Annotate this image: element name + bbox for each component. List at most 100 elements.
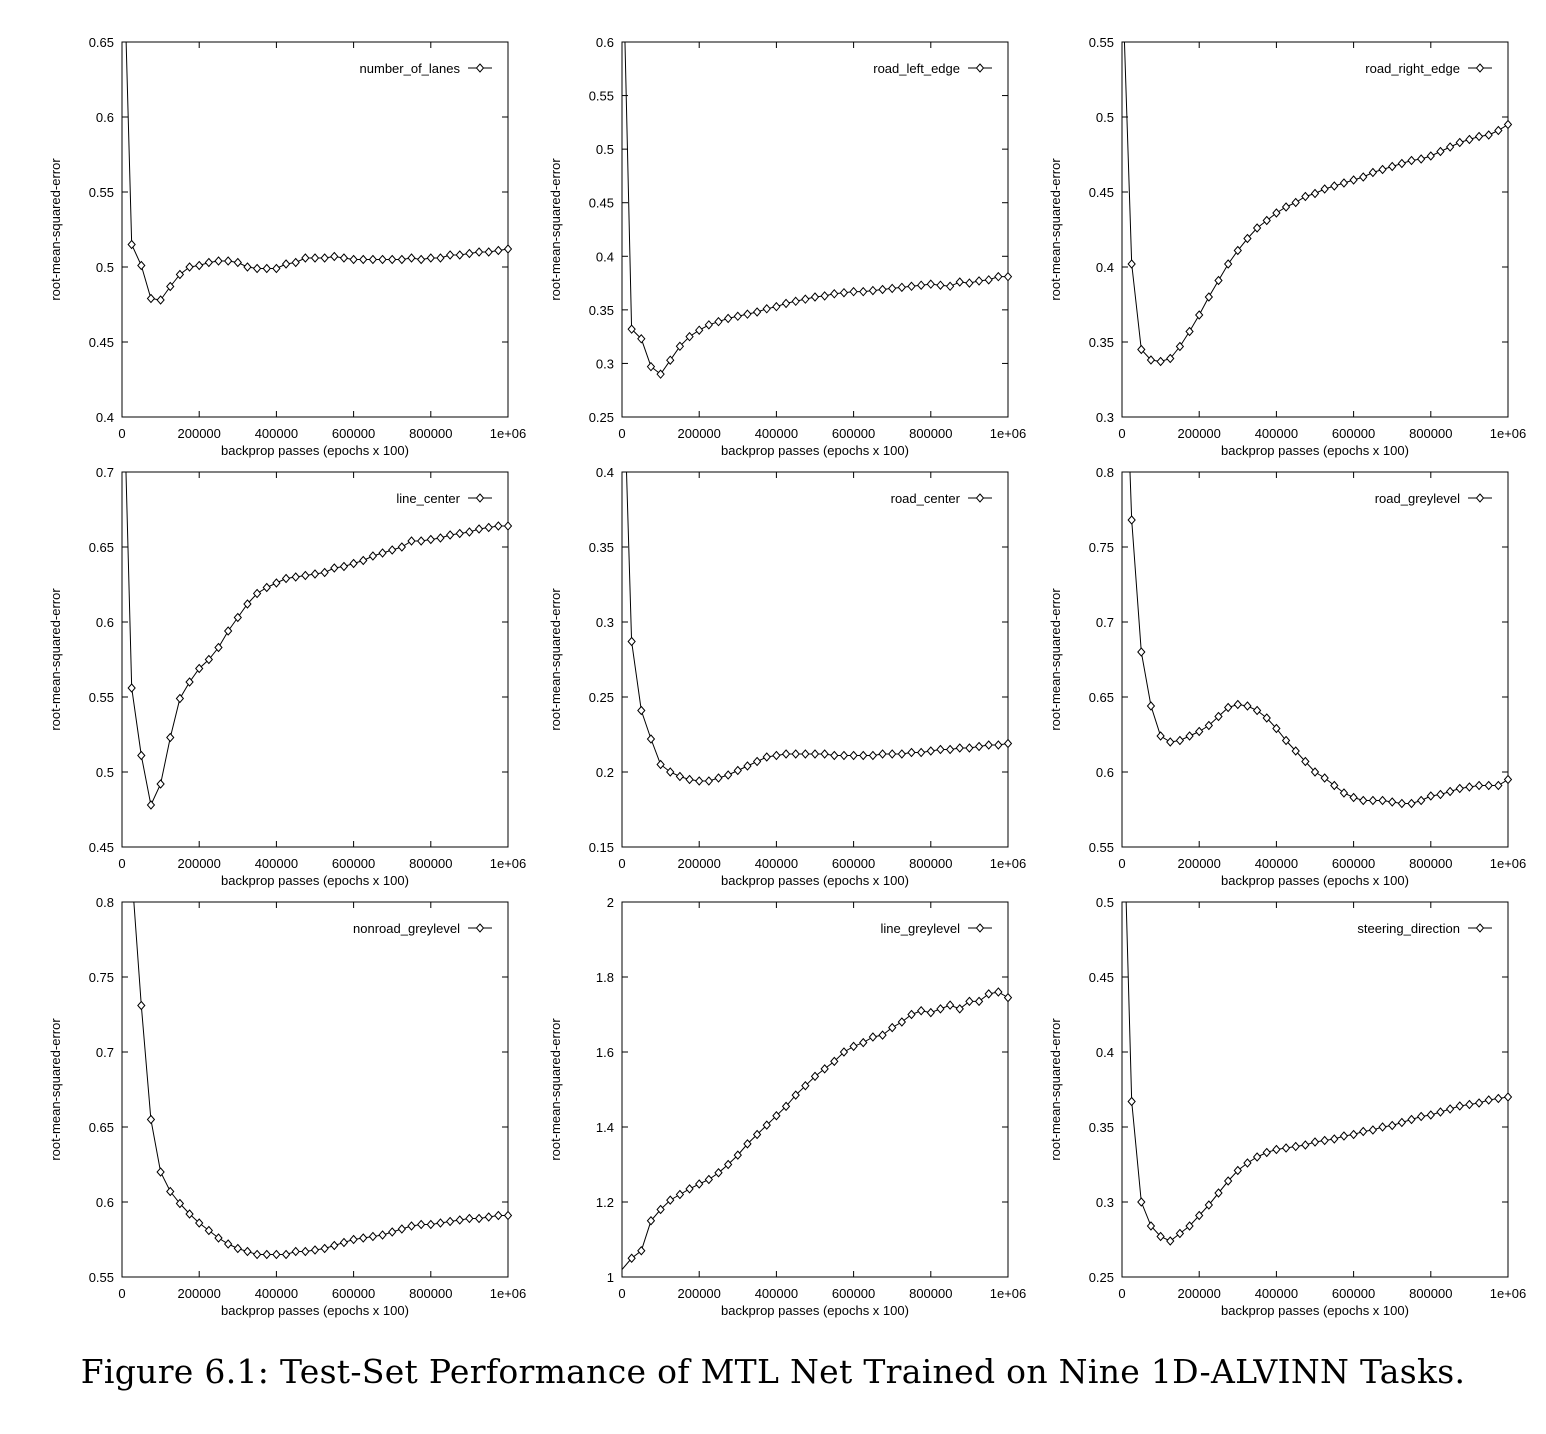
y-tick-label: 1.8 [596, 970, 614, 985]
data-point [1494, 780, 1503, 791]
figure-caption: Figure 6.1: Test-Set Performance of MTL … [80, 1352, 1466, 1391]
data-point [733, 1150, 742, 1160]
data-point [1320, 773, 1329, 783]
data-point [436, 1218, 445, 1228]
data-point [1310, 767, 1320, 777]
plot-frame [121, 41, 509, 418]
y-tick-label: 0.3 [1096, 410, 1114, 425]
y-tick-label: 0.45 [89, 335, 114, 350]
data-point [984, 275, 993, 285]
data-point [1436, 146, 1445, 157]
y-tick-label: 0.7 [1096, 615, 1114, 630]
plot-frame [621, 41, 1009, 418]
data-point [1445, 1104, 1455, 1114]
data-point [436, 253, 445, 263]
legend-marker [1475, 63, 1485, 73]
data-point [810, 749, 820, 759]
data-point [936, 744, 945, 755]
y-axis-label: root-mean-squared-error [548, 158, 563, 301]
data-point [627, 1253, 636, 1264]
data-point [743, 761, 752, 771]
data-point [1426, 151, 1435, 161]
data-point [1407, 1114, 1416, 1125]
data-point [1445, 142, 1455, 152]
y-tick-label: 0.55 [1089, 840, 1114, 855]
data-point [888, 1022, 897, 1033]
data-point [416, 536, 426, 546]
data-point [1137, 647, 1146, 657]
data-point [281, 259, 291, 269]
data-point [388, 545, 397, 555]
y-tick-label: 1.2 [596, 1195, 614, 1210]
data-point [1185, 326, 1194, 337]
data-point [849, 286, 858, 297]
data-point [416, 254, 426, 265]
series-line [1129, 472, 1508, 804]
data-point [627, 324, 636, 334]
data-point [955, 277, 964, 287]
data-point [214, 1233, 223, 1243]
data-point [1397, 158, 1407, 169]
data-point [859, 750, 868, 761]
data-point [416, 1219, 426, 1230]
y-axis-label: root-mean-squared-error [1048, 158, 1063, 301]
data-point [849, 750, 858, 761]
data-point [359, 1233, 368, 1243]
series-line [624, 42, 1008, 375]
y-tick-label: 0.35 [1089, 1120, 1114, 1135]
chart-panel-2: 0 200000 400000 600000 800000 1e+06 0.25 0.3 0.3… [548, 35, 1026, 458]
data-point [926, 279, 935, 289]
y-tick-label: 0.45 [589, 196, 614, 211]
data-point [252, 263, 262, 274]
data-point [830, 750, 839, 761]
data-point [301, 253, 310, 263]
data-point [1281, 202, 1291, 212]
data-point [830, 1056, 839, 1067]
y-tick-label: 0.35 [589, 303, 614, 318]
data-point [1465, 782, 1474, 792]
data-point [772, 750, 781, 761]
data-point [204, 1225, 214, 1236]
data-point [407, 1221, 416, 1231]
data-point [1416, 1111, 1426, 1122]
data-point [1146, 1221, 1156, 1231]
data-point [965, 278, 974, 288]
data-point [637, 705, 646, 716]
chart-panel-8: 0 200000 400000 600000 800000 1e+06 1 1.2 1.4 1.6… [548, 895, 1026, 1318]
data-point [897, 1017, 907, 1027]
data-point [156, 779, 165, 789]
data-point [656, 1204, 665, 1215]
x-tick-label: 0 [118, 856, 125, 871]
plot-frame [121, 471, 509, 848]
data-point [801, 749, 810, 759]
data-point [955, 1004, 964, 1014]
data-point [1262, 713, 1271, 723]
data-point [994, 740, 1003, 750]
y-tick-label: 0.35 [589, 540, 614, 555]
data-point [484, 247, 493, 257]
data-point [1003, 738, 1013, 749]
x-tick-label: 200000 [178, 856, 221, 871]
data-point [1272, 208, 1281, 218]
data-point [878, 1030, 887, 1040]
data-point [646, 361, 656, 372]
data-point [772, 1110, 781, 1121]
x-tick-label: 0 [618, 426, 625, 441]
y-axis-label: root-mean-squared-error [1048, 1018, 1063, 1161]
y-tick-label: 0.25 [589, 690, 614, 705]
data-point [310, 569, 320, 579]
data-point [185, 1209, 194, 1219]
data-point [137, 260, 146, 271]
data-point [1281, 1143, 1291, 1153]
data-point [1262, 215, 1271, 226]
data-point [704, 776, 714, 786]
data-point [1272, 723, 1281, 734]
data-point [955, 743, 964, 753]
data-point [1156, 1231, 1165, 1242]
data-point [1494, 125, 1503, 136]
data-point [945, 1000, 955, 1010]
data-point [830, 289, 839, 299]
x-axis-label: backprop passes (epochs x 100) [221, 873, 409, 888]
x-tick-label: 400000 [255, 1286, 298, 1301]
data-point [1127, 259, 1136, 269]
